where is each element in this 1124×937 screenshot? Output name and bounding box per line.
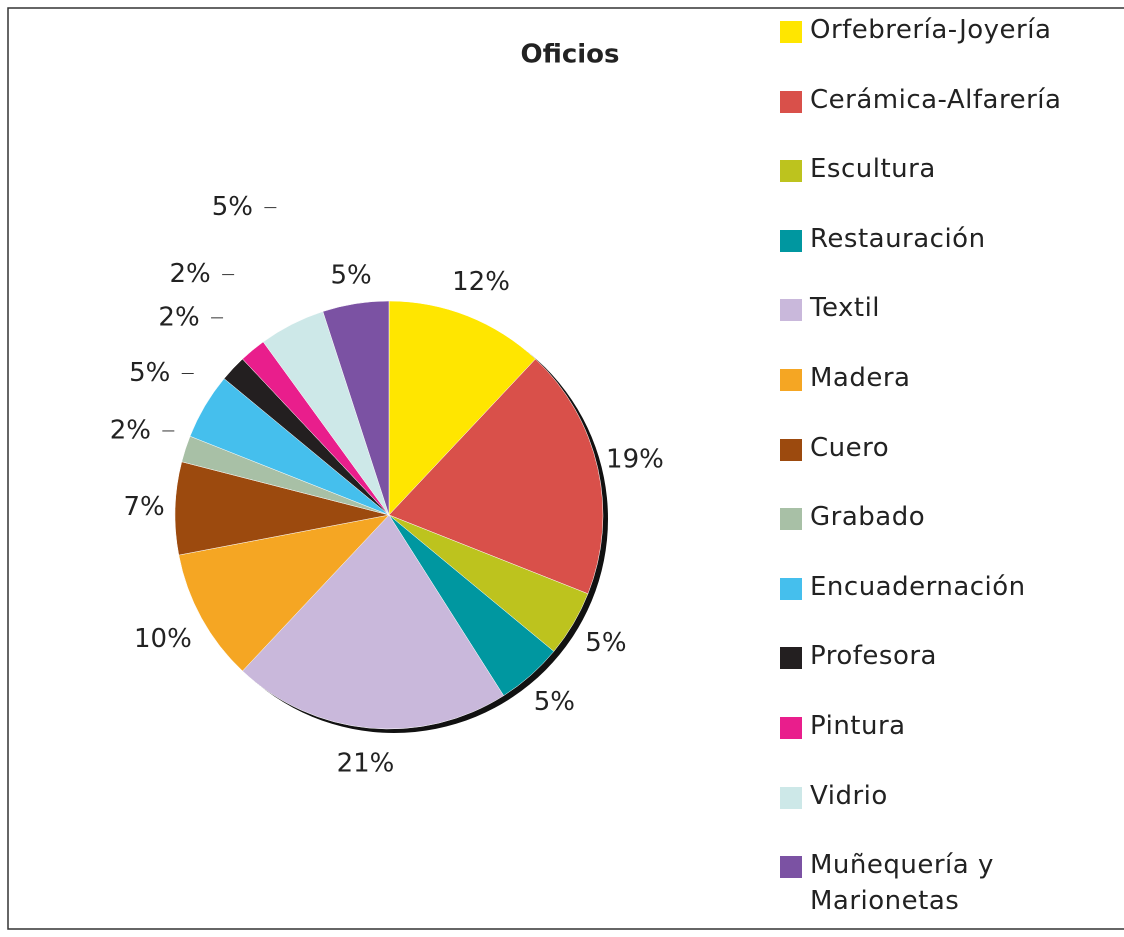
pie-slice — [242, 514, 505, 730]
data-label: 19% — [606, 445, 664, 475]
data-label: 12% — [452, 267, 510, 297]
data-label: 2% — [110, 415, 151, 445]
legend-swatch — [780, 577, 802, 600]
legend-item: Muñequería y Marionetas — [780, 847, 1120, 917]
legend-swatch — [780, 21, 802, 43]
data-label: 10% — [134, 624, 192, 654]
data-label: 7% — [123, 492, 164, 522]
legend-item: Pintura — [780, 708, 1120, 778]
legend-item: Restauración — [780, 221, 1120, 291]
legend-label: Restauración — [810, 223, 986, 254]
data-label: 5% — [129, 358, 170, 388]
data-label: 5% — [585, 628, 626, 658]
legend-item: Profesora — [780, 638, 1120, 708]
legend-item: Orfebrería-Joyería — [780, 12, 1120, 82]
legend-item: Madera — [780, 360, 1120, 430]
legend-swatch — [780, 90, 802, 113]
pie-slice — [388, 358, 604, 595]
legend-label: Cuero — [810, 432, 890, 463]
legend-label: Cerámica-Alfarería — [810, 84, 1062, 115]
legend-label: Textil — [810, 293, 881, 324]
legend-item: Encuadernación — [780, 569, 1120, 639]
legend: Orfebrería-Joyería Cerámica-Alfarería Escu… — [780, 12, 1120, 917]
data-label: 5% — [331, 260, 372, 290]
legend-item: Textil — [780, 290, 1120, 360]
legend-swatch — [780, 229, 802, 252]
legend-swatch — [780, 160, 802, 183]
pie-slice — [388, 300, 536, 516]
data-label: 2% — [169, 259, 210, 289]
chart-frame — [7, 7, 1124, 930]
legend-swatch — [780, 716, 802, 739]
legend-label: Pintura — [810, 710, 906, 741]
data-label: 5% — [212, 192, 253, 222]
legend-item: Cerámica-Alfarería — [780, 82, 1120, 152]
legend-item: Cuero — [780, 430, 1120, 500]
data-label: 5% — [534, 687, 575, 717]
legend-swatch — [780, 508, 802, 531]
legend-label: Orfebrería-Joyería — [810, 15, 1052, 45]
legend-label: Vidrio — [810, 780, 888, 811]
legend-item: Escultura — [780, 151, 1120, 221]
legend-swatch — [780, 438, 802, 461]
legend-label: Encuadernación — [810, 571, 1026, 602]
legend-swatch — [780, 368, 802, 391]
pie-slice — [322, 300, 390, 516]
legend-label: Grabado — [810, 502, 926, 533]
legend-swatch — [780, 299, 802, 322]
data-label: 2% — [158, 302, 199, 332]
legend-swatch — [780, 647, 802, 670]
legend-swatch — [780, 856, 802, 879]
chart-title: Oficios — [520, 40, 619, 70]
legend-label: Muñequería y Marionetas — [810, 850, 994, 917]
legend-item: Vidrio — [780, 778, 1120, 848]
legend-swatch — [780, 786, 802, 809]
pie-slice — [178, 514, 390, 672]
legend-item: Grabado — [780, 499, 1120, 569]
legend-label: Profesora — [810, 641, 937, 672]
legend-label: Escultura — [810, 154, 936, 185]
data-label: 21% — [337, 748, 395, 778]
legend-label: Madera — [810, 362, 911, 393]
